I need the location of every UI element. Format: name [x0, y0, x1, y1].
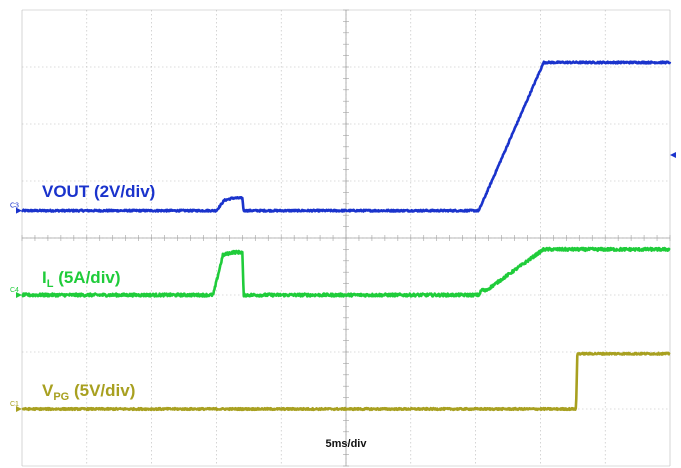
ground-marker-icon — [16, 406, 22, 412]
series-label-c1: VPG (5V/div) — [42, 381, 135, 403]
series-label-c3: VOUT (2V/div) — [42, 182, 155, 201]
series-label-c4: IL (5A/div) — [42, 268, 121, 290]
channel-tag-c3: C3 — [10, 203, 19, 210]
trace-layer — [21, 60, 672, 412]
trace-c4 — [21, 246, 671, 298]
trigger-level-marker-icon — [670, 152, 676, 158]
timebase-label: 5ms/div — [326, 438, 368, 450]
channel-tag-c1: C1 — [10, 401, 19, 408]
ground-marker-icon — [16, 207, 22, 214]
channel-tag-c4: C4 — [10, 287, 19, 294]
trace-c3 — [21, 60, 672, 213]
label-layer: C3 VOUT (2V/div) C4 IL (5A/div) C1 VPG (5V/di… — [10, 182, 367, 450]
ground-marker-icon — [16, 292, 22, 298]
trace-c1 — [21, 351, 671, 412]
